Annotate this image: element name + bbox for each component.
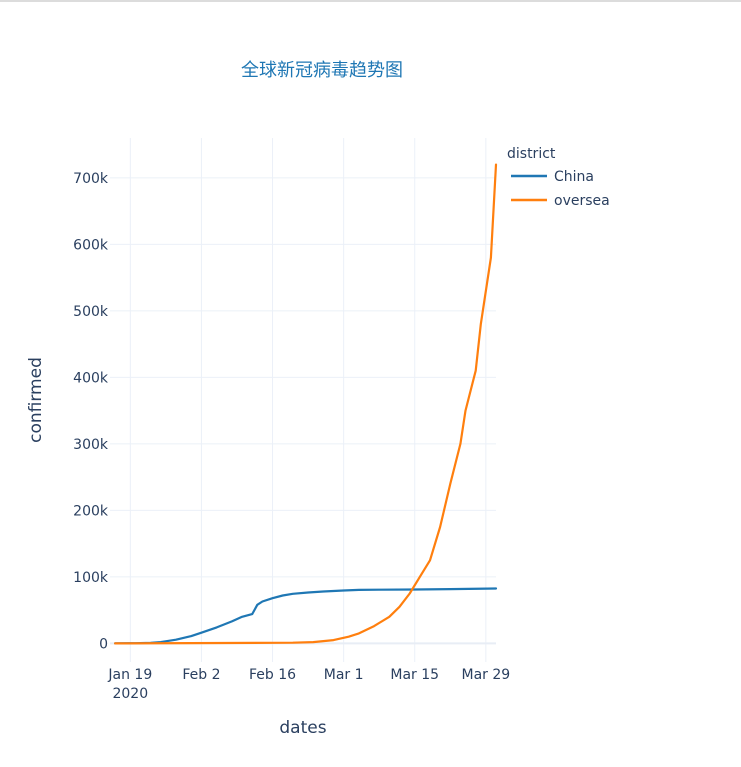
legend-item-china[interactable]: China	[511, 169, 594, 185]
y-tick-label: 500k	[73, 304, 109, 320]
x-axis-title: dates	[279, 718, 326, 738]
y-tick-label: 100k	[73, 570, 109, 586]
x-tick-label: Mar 29	[461, 667, 510, 683]
legend-item-oversea[interactable]: oversea	[511, 193, 610, 209]
series-line-china	[114, 587, 498, 645]
legend[interactable]: district China oversea	[507, 146, 610, 209]
y-axis-title: confirmed	[26, 357, 46, 443]
x-tick-labels: Jan 19 2020 Feb 2 Feb 16 Mar 1 Mar 15 Mar 29	[107, 667, 510, 702]
y-tick-label: 300k	[73, 437, 109, 453]
x-tick-sublabel: 2020	[112, 686, 148, 702]
y-gridlines	[110, 177, 496, 578]
series-line-oversea	[114, 163, 498, 645]
x-tick-label: Jan 19	[107, 667, 152, 683]
y-tick-label: 400k	[73, 370, 109, 386]
x-tick-label: Feb 2	[182, 667, 220, 683]
chart-title: 全球新冠病毒趋势图	[241, 60, 403, 81]
x-gridlines	[129, 138, 487, 662]
y-tick-label: 0	[99, 636, 108, 652]
legend-title: district	[507, 146, 556, 162]
x-tick-label: Mar 1	[324, 667, 364, 683]
y-tick-label: 600k	[73, 237, 109, 253]
y-tick-label: 700k	[73, 171, 109, 187]
y-tick-labels: 0 100k 200k 300k 400k 500k 600k 700k	[73, 171, 109, 652]
legend-label: China	[554, 169, 594, 185]
x-tick-label: Mar 15	[390, 667, 439, 683]
legend-label: oversea	[554, 193, 610, 209]
top-border	[0, 0, 741, 2]
y-tick-label: 200k	[73, 503, 109, 519]
x-tick-label: Feb 16	[249, 667, 296, 683]
series-layer	[114, 163, 498, 645]
